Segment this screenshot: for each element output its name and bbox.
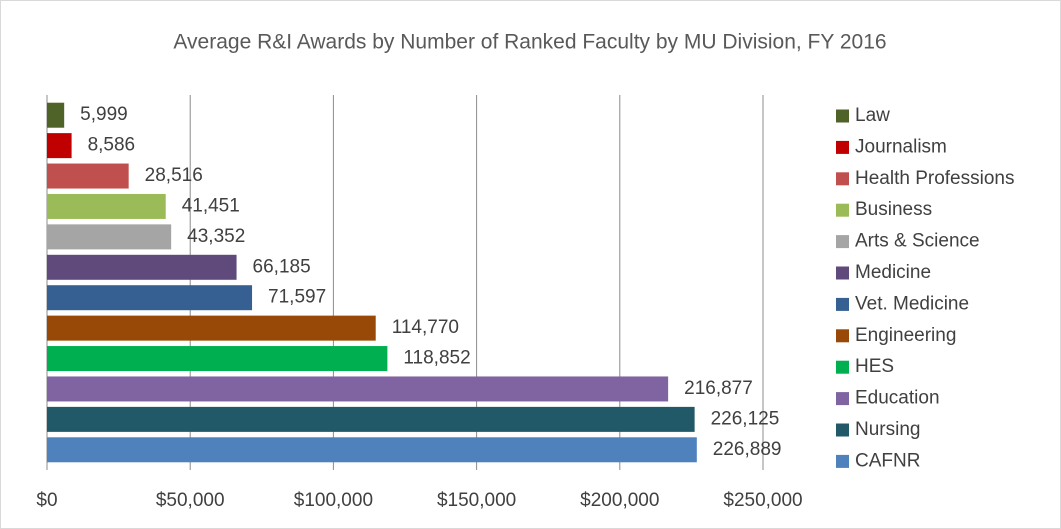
data-label: 66,185 <box>253 256 311 277</box>
legend-label: Medicine <box>855 262 931 283</box>
data-label: 28,516 <box>145 165 203 186</box>
legend-swatch <box>836 140 849 154</box>
legend-label: HES <box>855 356 894 377</box>
legend-swatch <box>836 203 849 217</box>
data-label: 226,889 <box>713 439 782 460</box>
data-label: 216,877 <box>684 378 753 399</box>
legend-label: Nursing <box>855 419 920 440</box>
legend-swatch <box>836 392 849 406</box>
data-label: 114,770 <box>392 317 459 338</box>
legend-swatch <box>836 360 849 374</box>
x-tick-label: $150,000 <box>437 490 516 511</box>
data-label: 41,451 <box>182 195 240 216</box>
x-tick-label: $50,000 <box>156 490 225 511</box>
legend-label: Law <box>855 105 890 126</box>
bar <box>47 346 388 372</box>
x-tick-label: $100,000 <box>294 490 373 511</box>
bar <box>47 102 65 128</box>
legend-label: Vet. Medicine <box>855 293 969 314</box>
data-label: 43,352 <box>187 226 245 247</box>
bar <box>47 406 695 432</box>
legend-label: Health Professions <box>855 168 1014 189</box>
bar <box>47 224 172 250</box>
x-tick-label: $200,000 <box>580 490 659 511</box>
legend-swatch <box>836 423 849 437</box>
bar <box>47 315 376 341</box>
legend-swatch <box>836 235 849 249</box>
legend-label: Journalism <box>855 136 947 157</box>
x-tick-label: $0 <box>36 490 57 511</box>
data-label: 71,597 <box>268 287 326 308</box>
bar <box>47 376 669 402</box>
bar <box>47 163 129 189</box>
bar <box>47 133 72 159</box>
legend-swatch <box>836 297 849 311</box>
data-label: 118,852 <box>403 348 470 369</box>
legend-swatch <box>836 109 849 123</box>
legend-label: Business <box>855 199 932 220</box>
data-label: 5,999 <box>80 104 128 125</box>
legend-label: Education <box>855 388 940 409</box>
data-label: 226,125 <box>711 408 780 429</box>
legend-swatch <box>836 172 849 186</box>
data-label: 8,586 <box>88 135 136 156</box>
legend-swatch <box>836 454 849 468</box>
bar <box>47 437 697 463</box>
bar <box>47 254 237 280</box>
legend-label: CAFNR <box>855 450 920 471</box>
legend-swatch <box>836 266 849 280</box>
legend-label: Engineering <box>855 325 956 346</box>
chart-title: Average R&I Awards by Number of Ranked F… <box>173 31 886 54</box>
legend-label: Arts & Science <box>855 231 980 252</box>
bar <box>47 285 253 311</box>
bar <box>47 193 166 219</box>
legend-swatch <box>836 329 849 343</box>
x-tick-label: $250,000 <box>723 490 802 511</box>
